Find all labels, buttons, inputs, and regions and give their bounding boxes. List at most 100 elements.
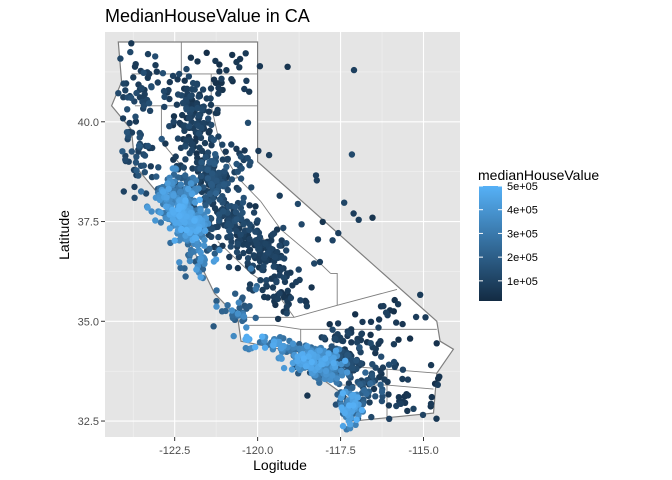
data-point [382,309,390,316]
data-point [343,369,351,376]
data-point [288,366,296,373]
data-point [419,411,427,419]
data-point [308,284,315,291]
data-point [244,336,251,344]
data-point [197,165,204,172]
y-axis-title: Latitude [56,210,72,260]
data-point [198,124,205,132]
data-point [302,363,310,370]
data-point [375,324,382,331]
data-point [399,366,407,373]
data-point [265,249,272,256]
data-point [181,77,188,84]
data-point [166,225,174,232]
data-point [204,166,211,174]
data-point [176,198,183,205]
data-point [185,123,193,130]
data-point [357,349,364,356]
data-point [318,361,325,368]
data-point [210,323,217,330]
data-point [300,355,307,362]
data-point [399,320,406,328]
legend-tick-label: 3e+05 [507,228,538,240]
data-point [216,246,223,254]
data-point [183,138,190,145]
data-point [157,219,165,226]
data-point [390,341,398,348]
data-point [133,89,140,97]
data-point [180,164,187,171]
data-point [226,227,233,234]
data-point [280,364,288,372]
data-point [172,153,179,160]
data-point [179,99,187,107]
data-point [256,234,264,241]
data-point [250,252,257,259]
data-point [404,407,411,415]
data-point [233,227,240,235]
data-point [235,186,242,193]
data-point [120,188,128,195]
data-point [174,91,182,98]
data-point [295,266,302,273]
data-point [207,101,215,109]
legend-tick-label: 5e+05 [507,181,538,193]
data-point [289,340,297,347]
data-point [348,339,355,346]
data-point [122,87,129,94]
data-point [244,119,252,127]
data-point [219,156,226,163]
data-point [341,409,348,417]
data-point [215,211,223,218]
data-point [256,62,264,70]
data-point [227,222,235,229]
data-point [140,162,147,169]
plot-panel [105,32,460,437]
data-point [147,163,154,170]
data-point [148,208,155,215]
data-point [127,48,134,56]
data-point [338,367,345,374]
data-point [233,249,241,256]
data-point [142,190,150,197]
data-point [206,127,213,135]
data-point [329,326,336,333]
data-point [348,151,356,158]
data-point [390,358,398,366]
data-point [195,226,202,233]
x-tick-label: -117.5 [325,445,355,457]
data-point [359,318,366,326]
data-point [283,247,290,254]
data-point [213,177,220,184]
data-point [243,324,250,331]
data-point [260,263,267,270]
data-point [188,106,195,113]
data-point [246,226,253,234]
data-point [188,146,196,154]
data-point [284,63,291,70]
data-point [224,186,231,194]
data-point [232,290,239,297]
data-point [354,394,361,401]
data-point [240,249,247,257]
data-point [206,225,214,232]
data-point [140,69,147,77]
data-point [210,136,217,144]
data-point [335,229,342,237]
data-point [187,93,194,100]
data-point [138,85,145,92]
data-point [163,194,170,201]
data-point [144,142,152,150]
data-point [238,165,245,172]
data-point [235,253,243,261]
data-point [206,245,213,252]
data-point [191,217,198,224]
data-point [334,320,342,327]
data-point [363,390,370,397]
county-boundary [237,288,398,318]
data-point [173,101,181,108]
data-point [391,363,398,370]
data-point [234,240,241,248]
data-point [152,217,159,224]
data-point [215,133,222,140]
